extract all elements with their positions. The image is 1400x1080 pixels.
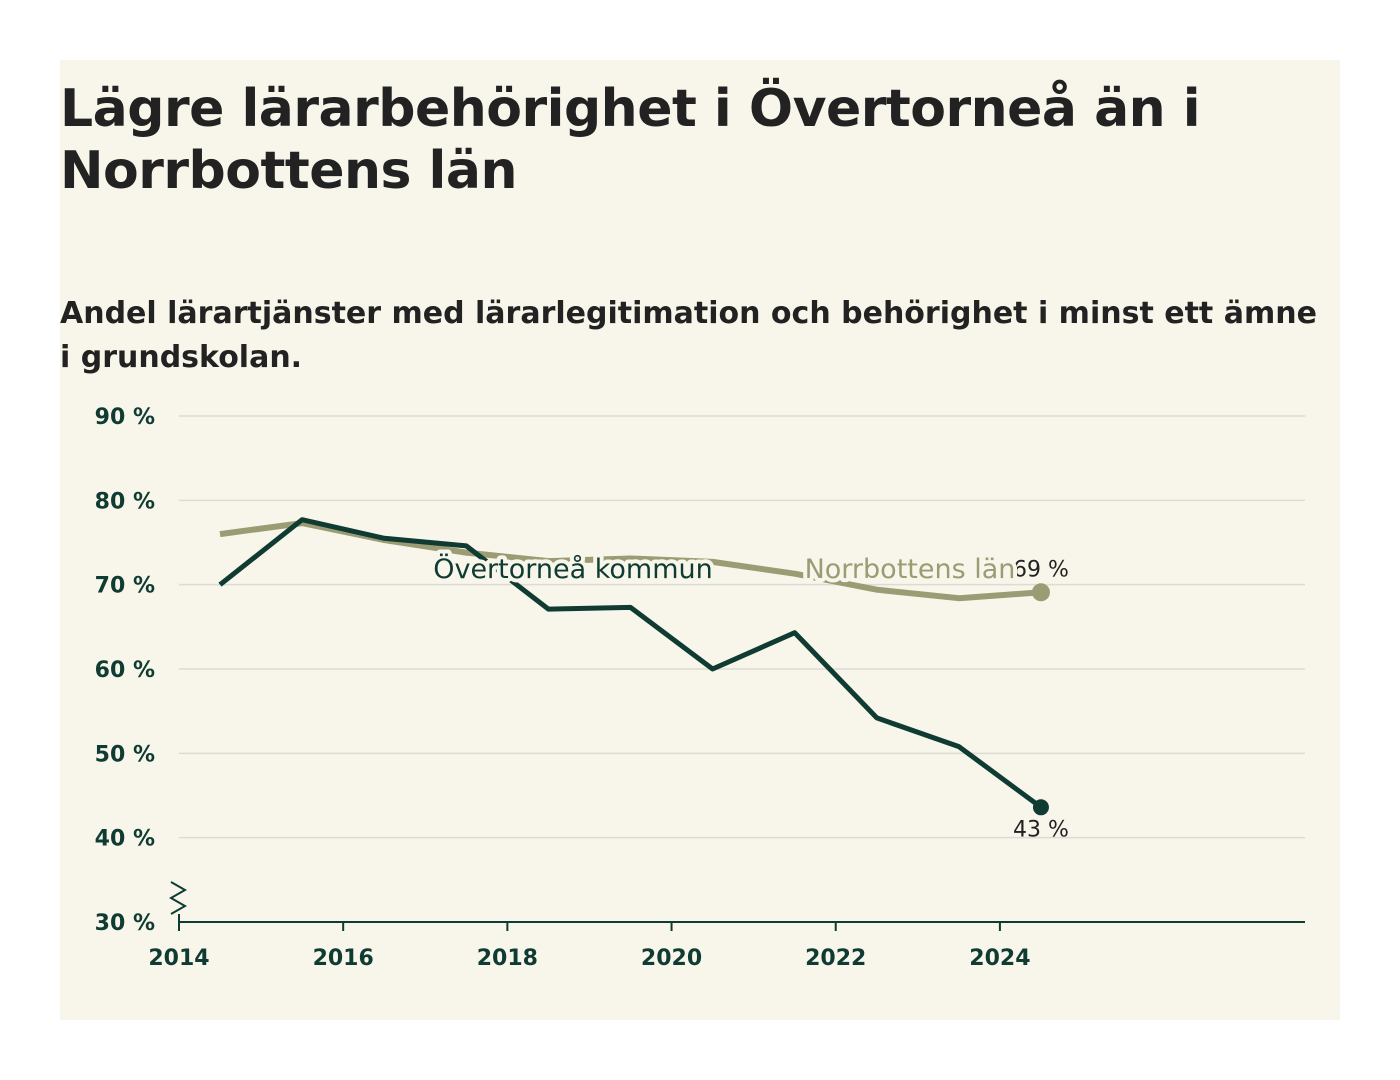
y-tick-label: 70 %: [95, 574, 155, 599]
y-tick-label: 80 %: [95, 489, 155, 514]
chart-title: Lägre lärarbehörighet i Övertorneå än i …: [60, 79, 1201, 201]
norrbotten-end-dot: [1031, 583, 1050, 602]
overtornea-line: [218, 517, 1043, 810]
y-tick-label: 50 %: [95, 742, 155, 767]
norrbotten-end-label: 69 %: [1013, 557, 1069, 582]
overtornea-end-dot: [1032, 799, 1049, 816]
y-tick-label: 60 %: [95, 658, 155, 683]
y-tick-label: 30 %: [95, 911, 155, 936]
x-tick-label: 2022: [805, 946, 866, 971]
norrbotten-series-label: Norrbottens län: [805, 554, 1016, 585]
chart-subtitle: Andel lärartjänster med lärarlegitimatio…: [60, 296, 1317, 375]
overtornea-series-label: Övertorneå kommun: [433, 553, 713, 585]
x-tick-label: 2020: [641, 946, 702, 971]
x-tick-label: 2014: [148, 946, 209, 971]
x-tick-label: 2024: [969, 946, 1030, 971]
overtornea-end-label: 43 %: [1013, 817, 1069, 842]
y-tick-label: 40 %: [95, 827, 155, 852]
chart-card: Lägre lärarbehörighet i Övertorneå än i …: [60, 60, 1340, 1020]
x-tick-label: 2016: [313, 946, 374, 971]
axis-break-icon: [168, 881, 188, 915]
x-tick-label: 2018: [477, 946, 538, 971]
line-chart: 30 % 40 % 50 % 60 % 70 % 80 % 90 % 2014 2016 2018…: [95, 405, 1305, 971]
y-tick-label: 90 %: [95, 405, 155, 430]
